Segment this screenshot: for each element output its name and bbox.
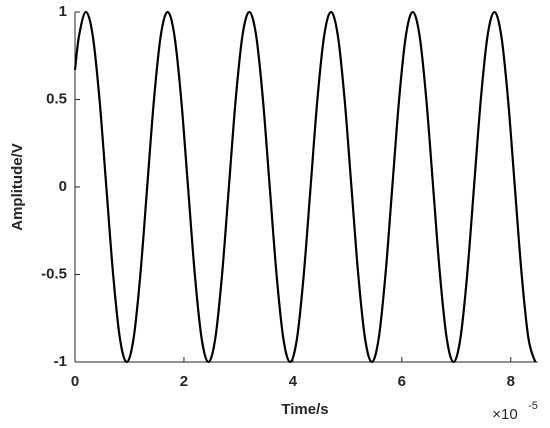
- y-tick-label: 0.5: [46, 90, 67, 107]
- x-multiplier: ×10: [492, 406, 517, 423]
- y-tick-label: 1: [59, 3, 67, 20]
- y-tick-label: 0: [59, 178, 67, 195]
- line-series: [73, 10, 537, 364]
- x-tick-label: 4: [289, 373, 298, 390]
- x-tick-label: 8: [507, 373, 515, 390]
- y-axis-label: Amplitude/V: [9, 143, 26, 231]
- x-axis-label: Time/s: [281, 401, 328, 418]
- y-tick-label: -1: [54, 353, 67, 370]
- x-multiplier-exponent: -5: [528, 400, 538, 412]
- x-tick-label: 0: [71, 373, 79, 390]
- x-tick-label: 6: [398, 373, 406, 390]
- y-tick-label: -0.5: [41, 265, 67, 282]
- x-tick-label: 2: [180, 373, 188, 390]
